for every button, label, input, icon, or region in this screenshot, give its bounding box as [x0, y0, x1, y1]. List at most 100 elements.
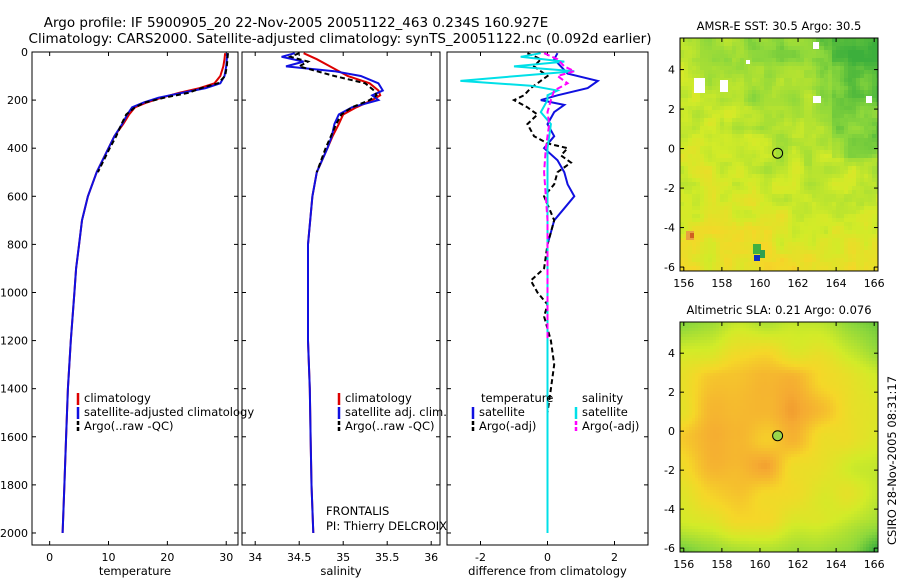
sst_map-cell — [772, 166, 777, 171]
sst_map-cell — [840, 174, 845, 179]
sst_map-cell — [804, 42, 809, 47]
sst_map-cell — [712, 114, 717, 119]
sst_map-cell — [756, 42, 761, 47]
sst_map-cell — [768, 110, 773, 115]
sst_map-cell — [788, 58, 793, 63]
sla_map-cell — [785, 340, 789, 344]
sst_map-cell — [708, 210, 713, 215]
sst_map-cell — [876, 150, 879, 155]
sst_map-cell — [856, 234, 861, 239]
sst_map-cell — [768, 142, 773, 147]
sst_map-cell — [712, 210, 717, 215]
sst_map-cell — [692, 150, 697, 155]
sst_map-cell — [780, 178, 785, 183]
sla_map-cell — [770, 367, 774, 371]
sst_map-nodata-cell — [813, 42, 819, 49]
sla_map-cell — [803, 379, 807, 383]
sst_map-cell — [796, 46, 801, 51]
sst_map-cell — [800, 114, 805, 119]
sst_map-cell — [764, 202, 769, 207]
sst_map-cell — [868, 50, 873, 55]
sst_map-cell — [748, 74, 753, 79]
sla_map-cell — [704, 394, 708, 398]
sst_map-cell — [744, 194, 749, 199]
sla_map-cell — [797, 322, 801, 326]
sst_map-cell — [756, 162, 761, 167]
sst_map-cell — [756, 218, 761, 223]
sla_map-cell — [704, 355, 708, 359]
sla_map-cell — [734, 364, 738, 368]
sst_map-cell — [680, 242, 685, 247]
sst_map-cell — [868, 242, 873, 247]
sst_map-cell — [696, 234, 701, 239]
sla_map-cell — [866, 370, 870, 374]
sst_map-cell — [808, 250, 813, 255]
depth-tick-label: 1600 — [0, 431, 28, 444]
sst_map-cell — [692, 130, 697, 135]
sst_map-cell — [828, 250, 833, 255]
sst_map-cell — [736, 66, 741, 71]
salinity-series-group — [281, 52, 385, 534]
sst_map-cell — [696, 70, 701, 75]
sst_map-cell — [688, 186, 693, 191]
sla_map-cell — [800, 370, 804, 374]
sst_map-cell — [824, 234, 829, 239]
sla_map-cell — [806, 370, 810, 374]
sst_map-cell — [748, 170, 753, 175]
sst_map-cell — [800, 254, 805, 259]
sst_map-cell — [720, 98, 725, 103]
sst_map-cell — [816, 70, 821, 75]
sst_map-cell — [688, 122, 693, 127]
sst_map-cell — [752, 70, 757, 75]
sla_map-cell — [794, 397, 798, 401]
difference-series-line — [543, 52, 578, 341]
sla_map-cell — [869, 385, 873, 389]
sla_map-cell — [737, 388, 741, 392]
sla_map-cell — [761, 322, 765, 326]
sla_map-cell — [752, 349, 756, 353]
sst_map-cell — [836, 54, 841, 59]
sst_map-cell — [864, 198, 869, 203]
sst_map-cell — [724, 90, 729, 95]
depth-tick-label: 1800 — [0, 479, 28, 492]
sst_map-cell — [756, 214, 761, 219]
difference-xlabel: difference from climatology — [468, 564, 627, 578]
sla_map-cell — [680, 328, 684, 332]
sst_map-cell — [852, 126, 857, 131]
sst_map-cell — [812, 82, 817, 87]
sst_map-cell — [804, 114, 809, 119]
sla_map-cell — [839, 346, 843, 350]
sst_map-cell — [852, 250, 857, 255]
sst_map-cell — [700, 62, 705, 67]
sla_map-cell — [872, 328, 876, 332]
sst_map-cell — [808, 186, 813, 191]
sst_map-cell — [736, 190, 741, 195]
sst_map-cell — [720, 114, 725, 119]
sla_map-cell — [683, 385, 687, 389]
sla_map-cell — [824, 355, 828, 359]
sst_map-cell — [776, 218, 781, 223]
sst_map-cell — [836, 170, 841, 175]
sla_map-cell — [812, 340, 816, 344]
sla_map-cell — [824, 391, 828, 395]
sst_map-cell — [864, 118, 869, 123]
sst_map-cell — [728, 82, 733, 87]
sst_map-cell — [700, 178, 705, 183]
sst_map-cell — [704, 242, 709, 247]
sst_map-cell — [760, 122, 765, 127]
sla_map-cell — [785, 403, 789, 407]
sla_map-cell — [713, 328, 717, 332]
sla_map-cell — [851, 397, 855, 401]
sla_map-cell — [716, 376, 720, 380]
sst_map-cell — [824, 266, 829, 271]
sla_map-cell — [779, 382, 783, 386]
sla_map-cell — [836, 388, 840, 392]
sst_map-cell — [724, 118, 729, 123]
sla_map-cell — [806, 331, 810, 335]
sst_map-cell — [700, 70, 705, 75]
sst_map-cell — [876, 254, 879, 259]
sst_map-cell — [820, 214, 825, 219]
sst_map-cell — [852, 234, 857, 239]
sla_map-cell — [809, 388, 813, 392]
sla_map-cell — [797, 379, 801, 383]
